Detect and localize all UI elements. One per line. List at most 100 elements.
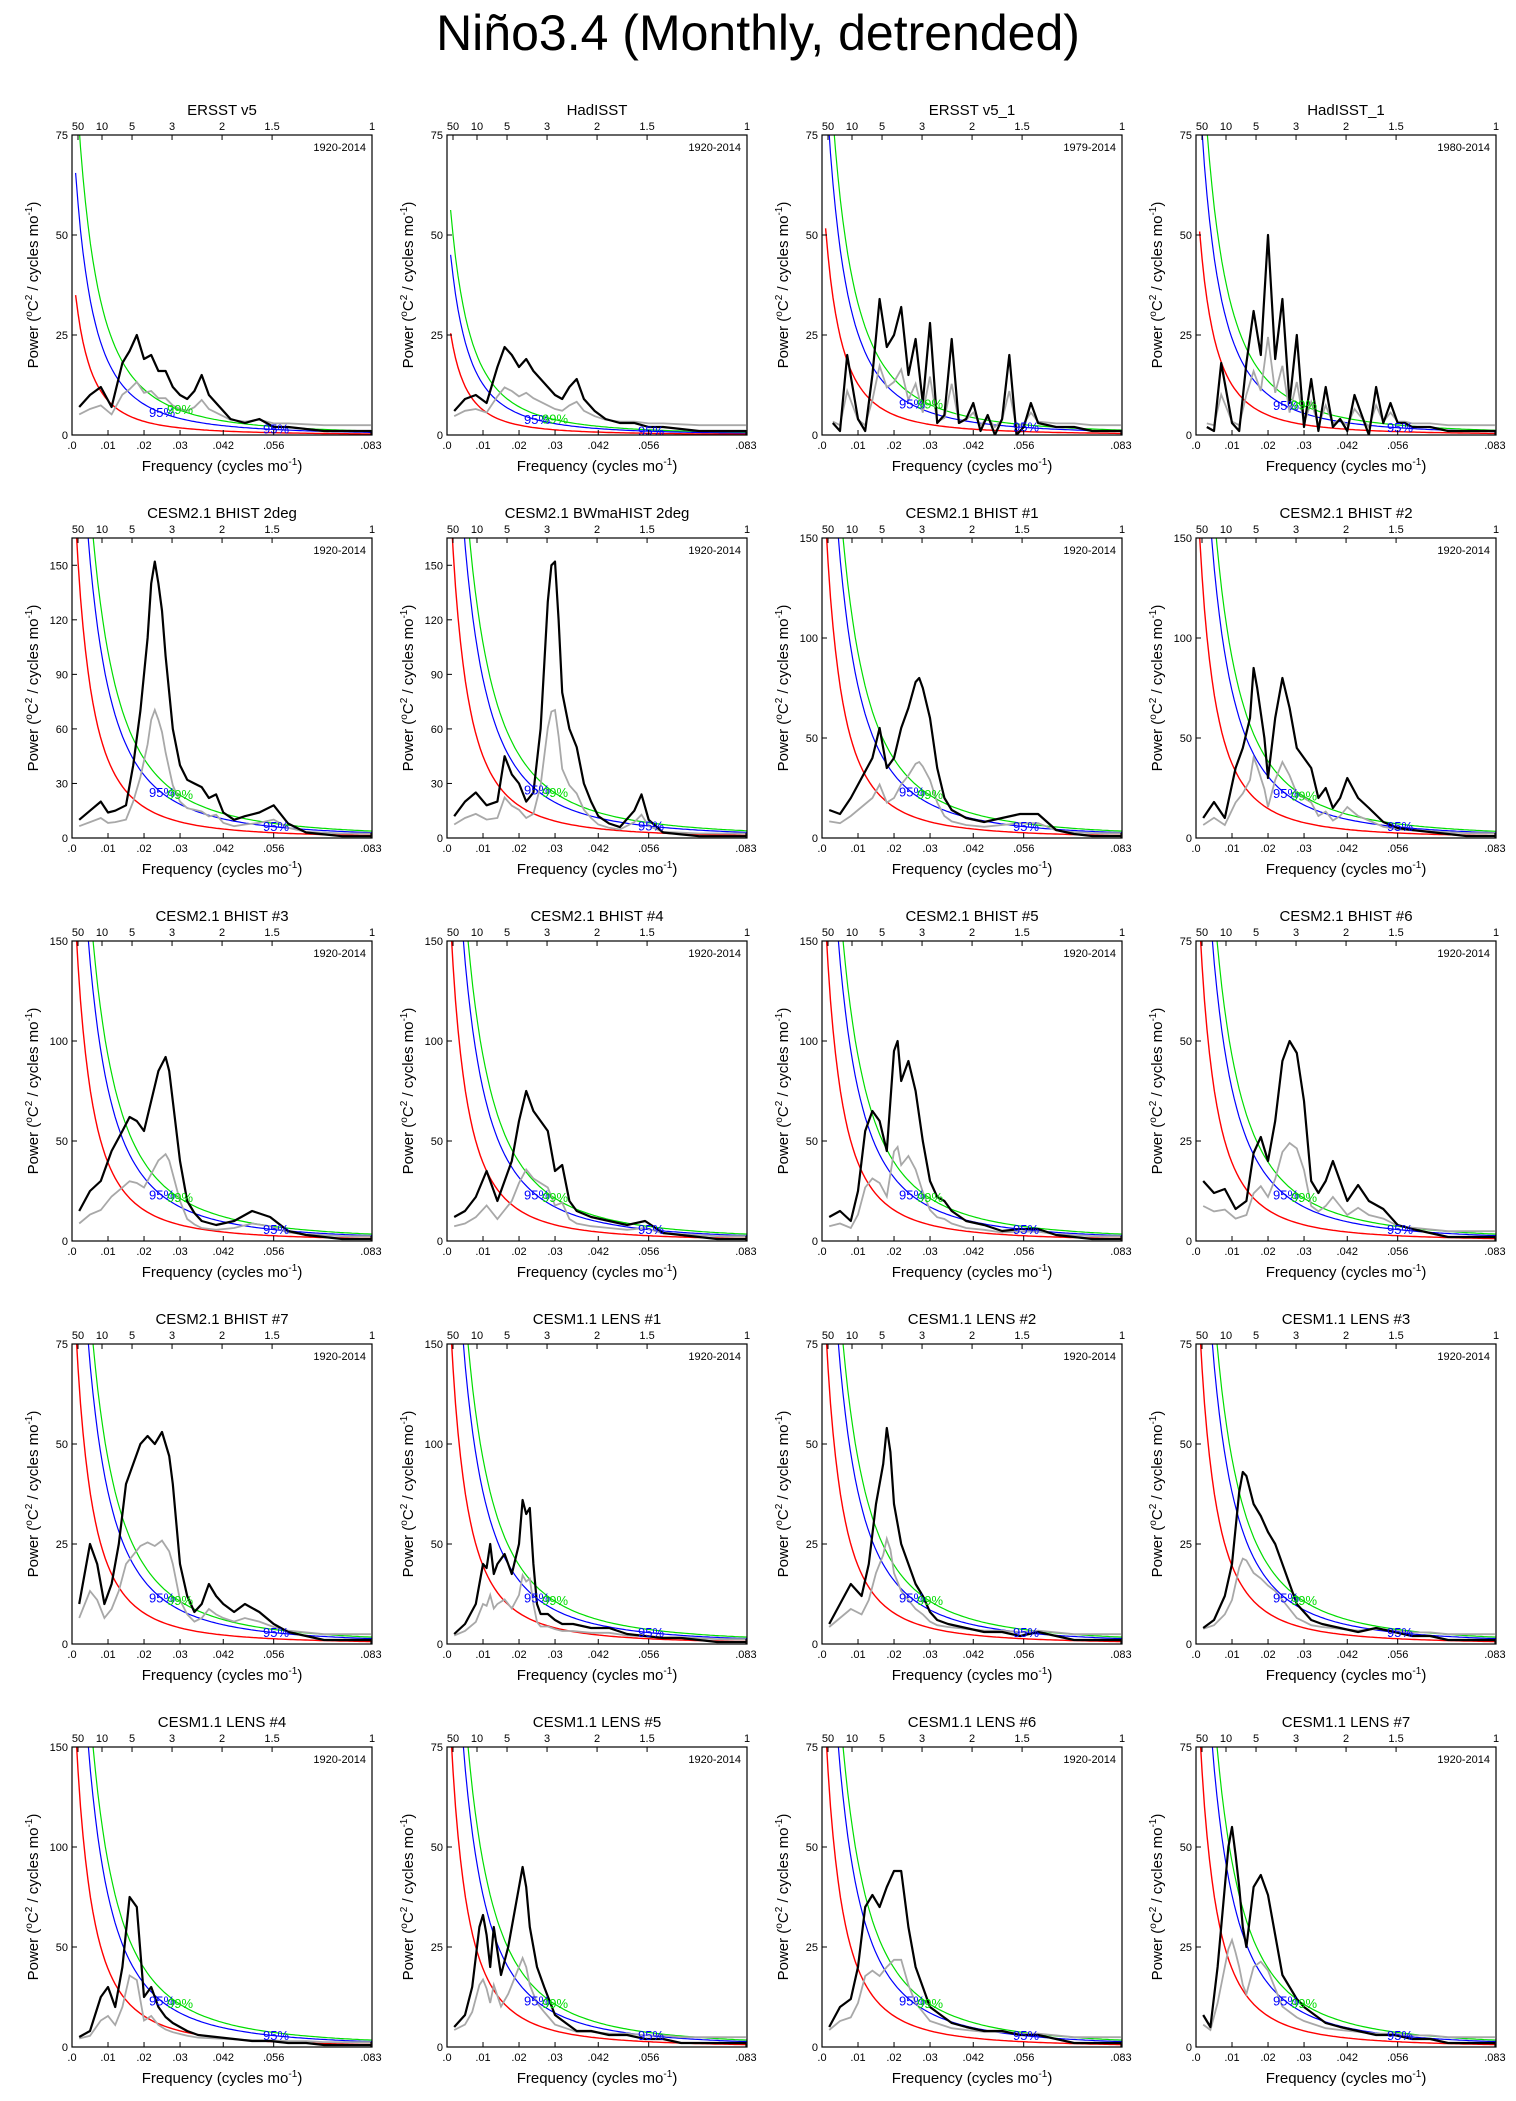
period-tick-label: 5: [129, 1330, 135, 1342]
plot-frame: [821, 134, 1123, 436]
reference-spectrum-line: [832, 362, 1121, 429]
y-tick-label: 50: [431, 1842, 443, 1854]
x-tick-label: .03: [172, 440, 187, 452]
x-axis-label: Frequency (cycles mo-1): [1266, 2069, 1427, 2087]
conf99-label: 99%: [1291, 788, 1317, 803]
y-tick-label: 150: [50, 936, 68, 948]
period-tick-label: 2: [594, 121, 600, 133]
x-tick-label: .02: [886, 440, 901, 452]
period-tick-label: 1: [744, 1330, 750, 1342]
conf99-label: 99%: [542, 1996, 568, 2011]
reference-spectrum-line: [78, 1539, 371, 1636]
panel-period: 1920-2014: [688, 1351, 741, 1363]
conf99-label: 99%: [167, 402, 193, 417]
x-tick-label: .083: [1110, 2052, 1131, 2064]
period-tick-label: 50: [72, 1330, 84, 1342]
red-noise-line: [450, 1344, 747, 1643]
period-tick-label: 1.5: [639, 121, 654, 133]
reference-spectrum-line: [1202, 1937, 1495, 2039]
x-tick-label: .056: [1013, 440, 1034, 452]
conf95-label: 95%: [1273, 1188, 1299, 1203]
y-tick-label: 50: [56, 230, 68, 242]
x-tick-label: .02: [511, 843, 526, 855]
x-axis-label: Frequency (cycles mo-1): [142, 1666, 303, 1684]
x-axis-label: Frequency (cycles mo-1): [517, 457, 678, 475]
conf95-line: [1211, 538, 1496, 834]
period-tick-label: 5: [879, 121, 885, 133]
x-tick-label: .056: [638, 1649, 659, 1661]
x-axis-label: Frequency (cycles mo-1): [892, 1666, 1053, 1684]
plot-frame: [71, 1343, 373, 1645]
period-tick-label: 3: [544, 1330, 550, 1342]
x-tick-label: .083: [1110, 1246, 1131, 1258]
conf99-label: 99%: [167, 1996, 193, 2011]
period-tick-label: 3: [1293, 1330, 1299, 1342]
period-tick-label: 50: [447, 927, 459, 939]
period-tick-label: 50: [822, 1330, 834, 1342]
conf95-label: 95%: [1273, 786, 1299, 801]
period-tick-label: 10: [1220, 1330, 1232, 1342]
x-tick-label: .01: [100, 440, 115, 452]
conf99-line: [92, 941, 372, 1235]
panel-period: 1920-2014: [688, 948, 741, 960]
reference-spectrum-line: [78, 380, 371, 427]
period-tick-label: 3: [169, 927, 175, 939]
x-tick-label: .02: [136, 843, 151, 855]
period-tick-label: 50: [72, 1733, 84, 1745]
curves: [1198, 135, 1496, 435]
panel-title: ERSST v5: [187, 102, 257, 119]
period-tick-label: 3: [544, 524, 550, 536]
x-tick-label: .042: [963, 1649, 984, 1661]
y-tick-label: 0: [1186, 833, 1192, 845]
period-tick-label: 5: [504, 524, 510, 536]
period-tick-label: 2: [219, 121, 225, 133]
conf95-label: 95%: [1013, 819, 1039, 834]
conf99-label: 99%: [1291, 1996, 1317, 2011]
conf99-label: 99%: [1291, 1190, 1317, 1205]
period-tick-label: 1.5: [639, 524, 654, 536]
y-tick-label: 60: [431, 724, 443, 736]
y-tick-label: 75: [431, 130, 443, 142]
red-noise-line: [75, 1747, 372, 2046]
period-tick-label: 5: [504, 1733, 510, 1745]
x-tick-label: .02: [136, 1246, 151, 1258]
panel-period: 1920-2014: [1063, 948, 1116, 960]
conf95-line: [837, 538, 1122, 834]
x-tick-label: .083: [1484, 1649, 1505, 1661]
x-tick-label: .02: [886, 2052, 901, 2064]
period-tick-label: 50: [1196, 1733, 1208, 1745]
y-tick-label: 150: [425, 1339, 443, 1351]
x-tick-label: .01: [100, 2052, 115, 2064]
reference-spectrum-line: [828, 1144, 1121, 1237]
x-axis-label: Frequency (cycles mo-1): [892, 457, 1053, 475]
plot-frame: [71, 134, 373, 436]
conf95-label: 95%: [1273, 398, 1299, 413]
y-tick-label: 0: [437, 1639, 443, 1651]
x-tick-label: .083: [1484, 440, 1505, 452]
curves: [450, 941, 747, 1241]
red-noise-line: [1199, 1344, 1496, 1643]
y-tick-label: 25: [56, 1539, 68, 1551]
x-tick-label: .083: [1484, 843, 1505, 855]
x-tick-label: .056: [263, 440, 284, 452]
reference-spectrum-line: [453, 1572, 746, 1640]
spectrum-line: [453, 1089, 746, 1241]
y-axis-label: Power (oC2 / cycles mo-1): [774, 202, 792, 369]
y-tick-label: 0: [437, 430, 443, 442]
y-tick-label: 75: [1180, 1339, 1192, 1351]
x-tick-label: .02: [1260, 2052, 1275, 2064]
x-tick-label: .056: [1013, 1246, 1034, 1258]
x-tick-label: .056: [638, 2052, 659, 2064]
x-tick-label: .03: [547, 1246, 562, 1258]
x-axis-label: Frequency (cycles mo-1): [517, 1666, 678, 1684]
curves: [75, 941, 372, 1241]
conf99-line: [842, 1344, 1122, 1638]
y-axis-label: Power (oC2 / cycles mo-1): [774, 605, 792, 772]
red-noise-line: [825, 941, 1122, 1240]
x-tick-label: .056: [263, 843, 284, 855]
